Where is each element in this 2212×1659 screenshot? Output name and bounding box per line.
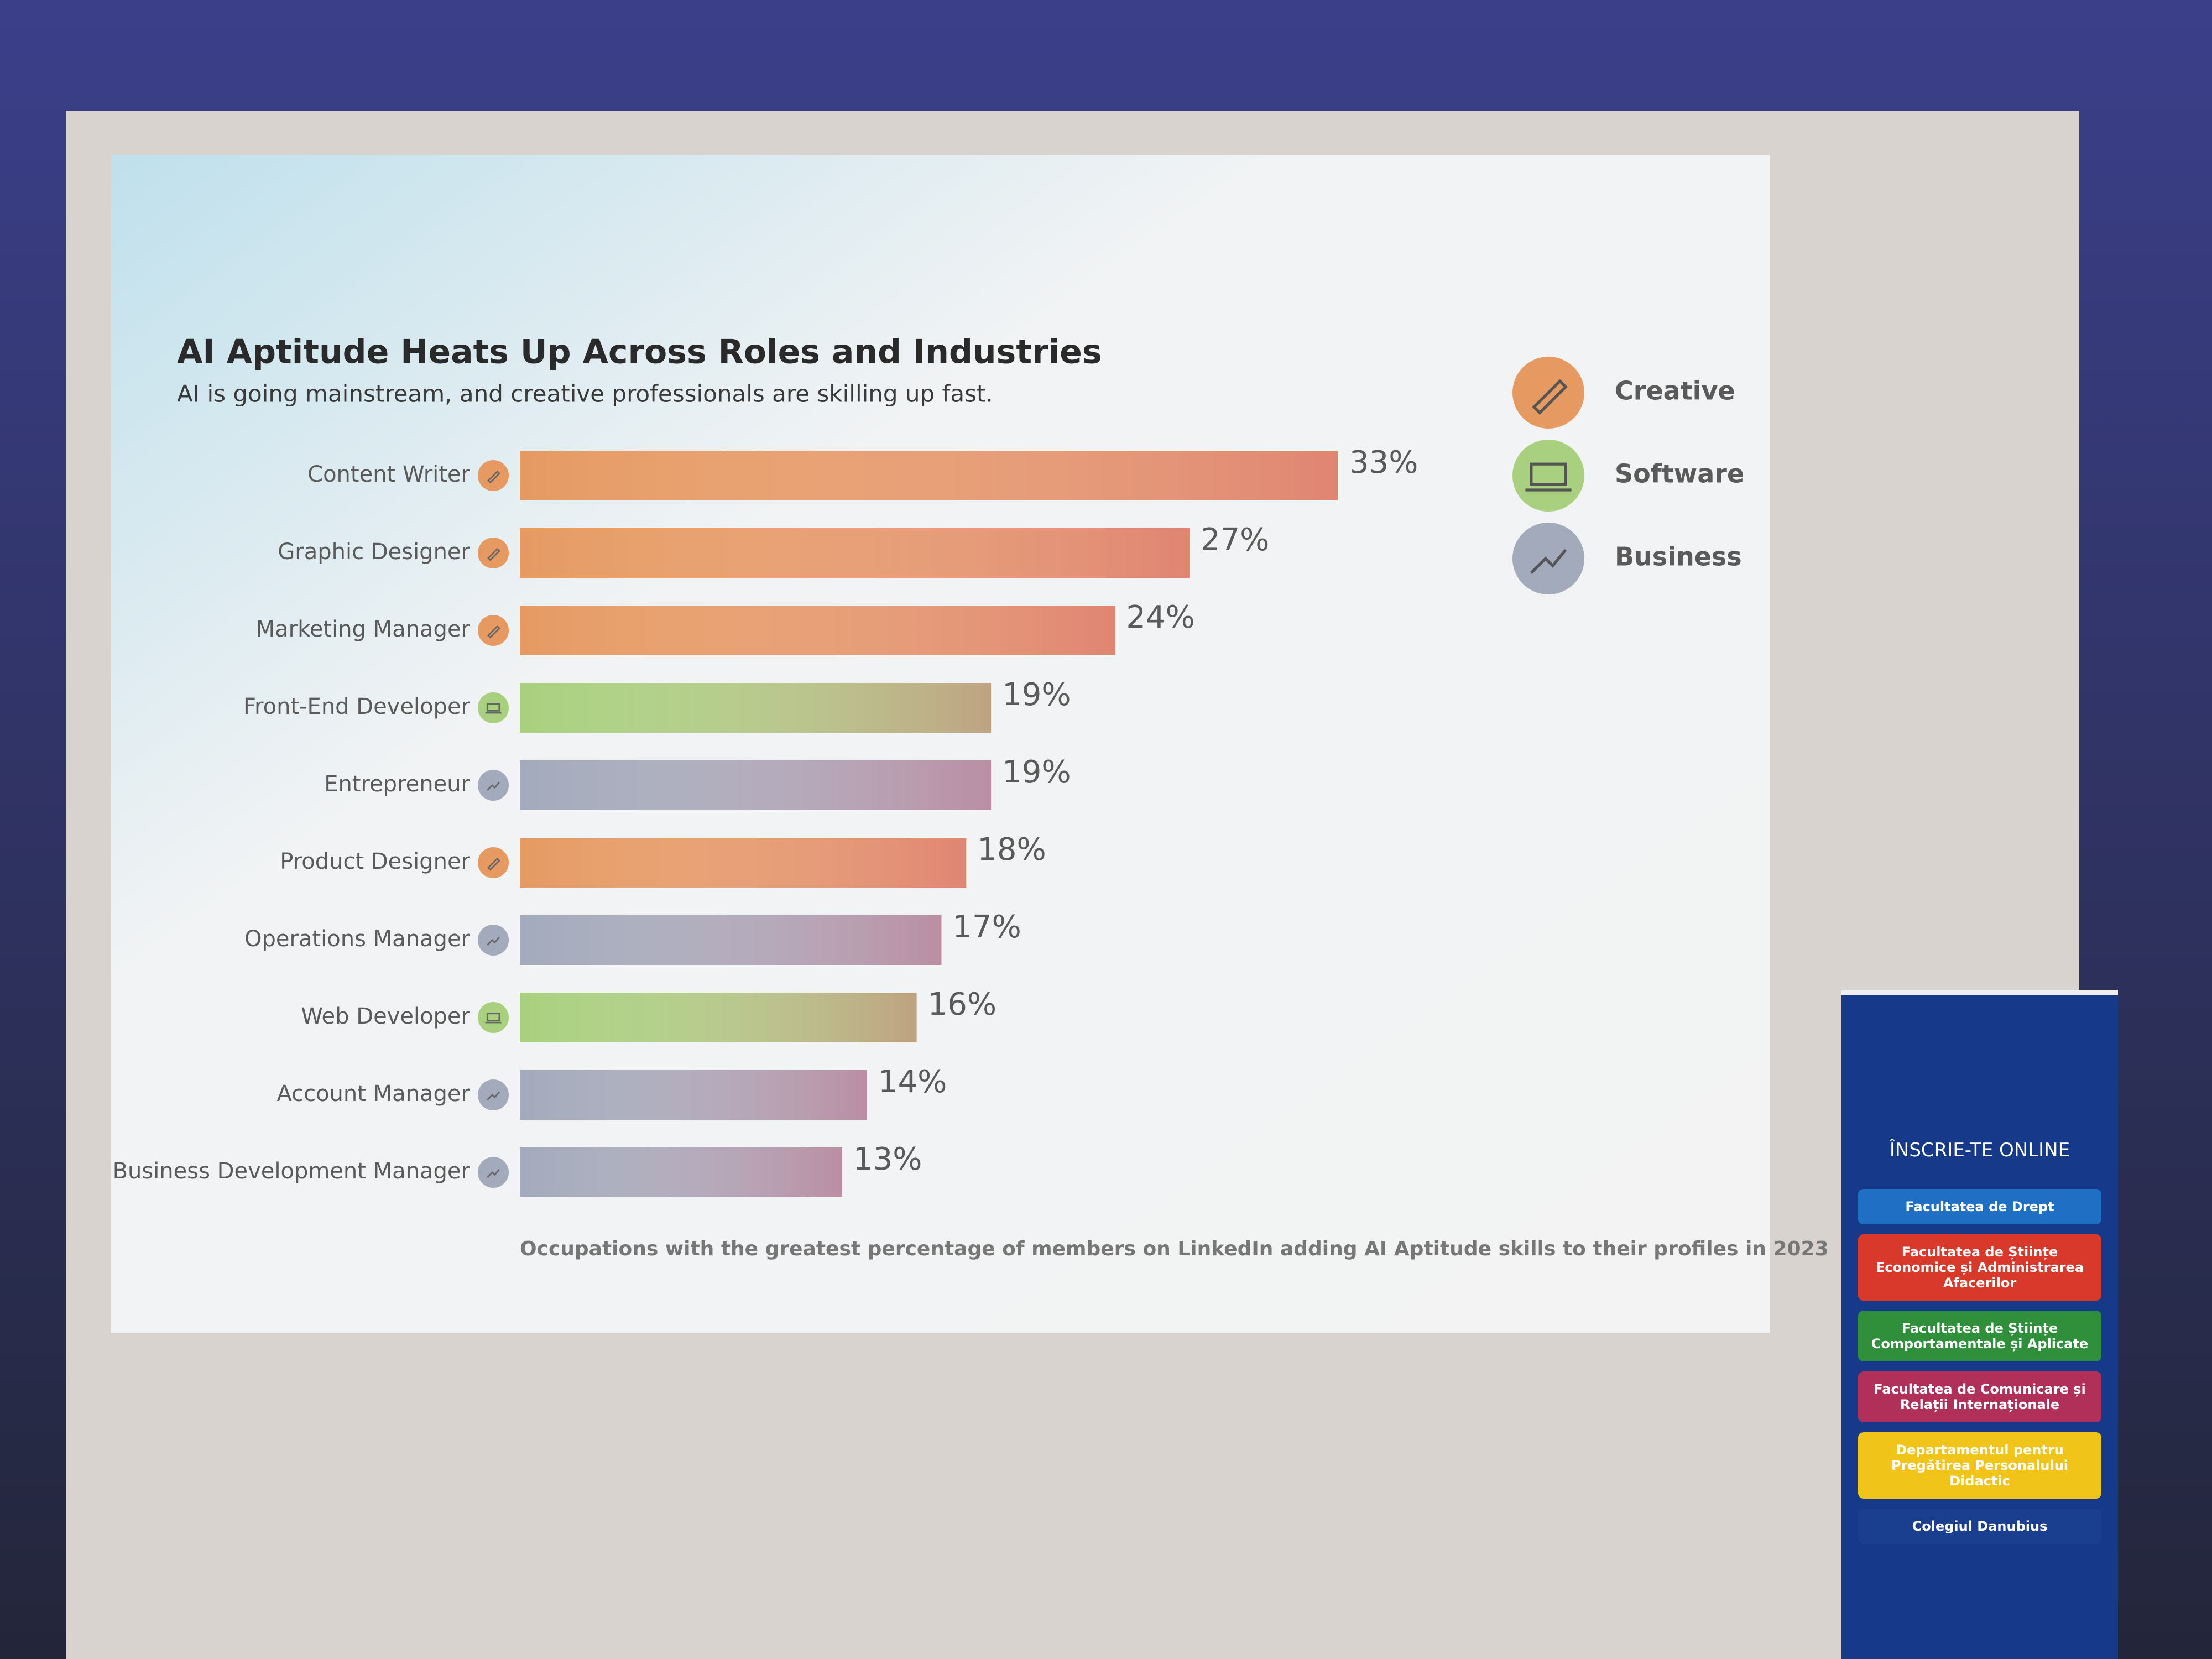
banner-cta: ÎNSCRIE-TE ONLINE bbox=[1889, 1139, 2070, 1161]
bar-sheen bbox=[520, 1070, 867, 1120]
banner-item: Departamentul pentru Pregătirea Personal… bbox=[1858, 1432, 2101, 1499]
category-icon-glyph bbox=[487, 1168, 500, 1178]
value-label: 19% bbox=[1002, 754, 1071, 790]
chart-title: AI Aptitude Heats Up Across Roles and In… bbox=[177, 333, 1102, 372]
category-label: Marketing Manager bbox=[256, 617, 471, 642]
category-icon bbox=[478, 1002, 509, 1033]
category-label: Business Development Manager bbox=[113, 1159, 471, 1184]
category-label: Operations Manager bbox=[244, 926, 471, 952]
value-label: 16% bbox=[928, 987, 997, 1022]
slide bbox=[111, 155, 1770, 1333]
legend-glyph bbox=[1530, 549, 1567, 574]
legend-swatch bbox=[1512, 523, 1584, 594]
value-label: 24% bbox=[1126, 599, 1194, 635]
category-icon bbox=[478, 692, 509, 723]
legend-label: Business bbox=[1615, 542, 1742, 572]
chart-subtitle: AI is going mainstream, and creative pro… bbox=[177, 380, 993, 408]
bar-sheen bbox=[520, 451, 1338, 500]
bar-sheen bbox=[520, 993, 917, 1042]
bar-sheen bbox=[520, 683, 992, 733]
banner-item: Facultatea de Științe Economice și Admin… bbox=[1858, 1234, 2101, 1301]
legend-label: Creative bbox=[1615, 376, 1735, 406]
category-icon-glyph bbox=[487, 1091, 500, 1100]
bar-sheen bbox=[520, 528, 1190, 578]
banner-item: Facultatea de Drept bbox=[1858, 1189, 2101, 1224]
legend-label: Software bbox=[1615, 459, 1744, 489]
category-label: Account Manager bbox=[276, 1081, 470, 1107]
category-label: Graphic Designer bbox=[278, 539, 470, 565]
category-label: Entrepreneur bbox=[324, 771, 470, 797]
bar-sheen bbox=[520, 760, 992, 810]
category-label: Product Designer bbox=[280, 849, 470, 874]
category-icon-glyph bbox=[487, 625, 500, 639]
category-label: Content Writer bbox=[307, 462, 470, 487]
value-label: 18% bbox=[977, 832, 1046, 868]
bar-sheen bbox=[520, 838, 967, 888]
banner-item: Facultatea de Comunicare și Relații Inte… bbox=[1858, 1371, 2101, 1422]
category-icon-glyph bbox=[487, 470, 500, 484]
category-icon-glyph bbox=[485, 1013, 502, 1024]
legend-glyph bbox=[1525, 462, 1572, 492]
category-icon-glyph bbox=[487, 936, 500, 946]
bar-sheen bbox=[520, 915, 942, 965]
bar-sheen bbox=[520, 606, 1115, 655]
category-label: Web Developer bbox=[301, 1004, 470, 1029]
category-icon-glyph bbox=[485, 703, 502, 714]
value-label: 19% bbox=[1002, 677, 1071, 713]
category-icon-glyph bbox=[487, 781, 500, 791]
legend-glyph bbox=[1532, 379, 1568, 415]
value-label: 14% bbox=[878, 1064, 947, 1100]
banner-item: Facultatea de Științe Comportamentale și… bbox=[1858, 1311, 2101, 1361]
value-label: 33% bbox=[1349, 445, 1418, 481]
banner-item: Colegiul Danubius bbox=[1858, 1509, 2101, 1544]
category-icon-glyph bbox=[487, 857, 500, 871]
footnote: Occupations with the greatest percentage… bbox=[520, 1238, 1829, 1260]
banner: ÎNSCRIE-TE ONLINE Facultatea de Drept Fac… bbox=[1841, 990, 2118, 1659]
value-label: 17% bbox=[952, 909, 1021, 945]
bar-sheen bbox=[520, 1147, 843, 1197]
value-label: 27% bbox=[1201, 522, 1269, 558]
category-label: Front-End Developer bbox=[243, 694, 471, 719]
legend-swatch bbox=[1512, 440, 1584, 512]
category-icon-glyph bbox=[487, 547, 500, 561]
value-label: 13% bbox=[853, 1141, 922, 1177]
